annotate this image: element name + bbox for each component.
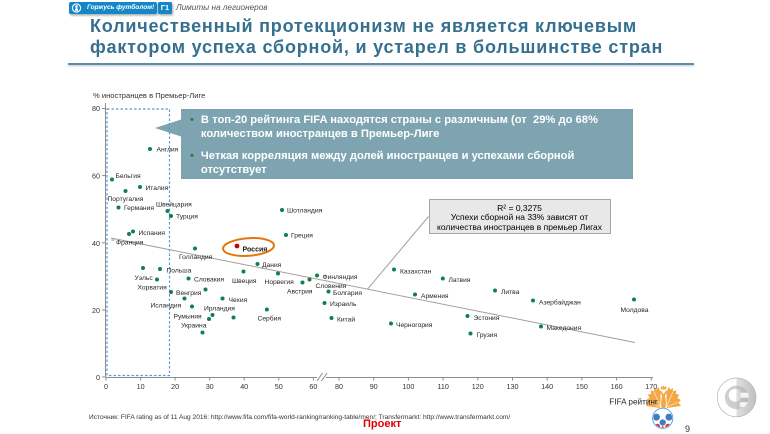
svg-text:Чехия: Чехия [229, 297, 248, 304]
svg-text:110: 110 [437, 382, 448, 391]
svg-text:Ирландия: Ирландия [204, 306, 235, 313]
svg-text:20: 20 [171, 382, 179, 391]
svg-text:Греция: Греция [291, 233, 313, 240]
svg-text:Словакия: Словакия [194, 277, 224, 284]
svg-text:Хорватия: Хорватия [138, 285, 168, 292]
svg-text:Австрия: Австрия [287, 289, 313, 296]
svg-text:Китай: Китай [337, 316, 355, 324]
svg-text:Шотландия: Шотландия [287, 208, 323, 215]
svg-text:Уэльс: Уэльс [135, 275, 154, 282]
svg-text:Россия: Россия [243, 247, 268, 254]
svg-text:Украина: Украина [181, 323, 207, 330]
svg-text:Сербия: Сербия [258, 315, 282, 323]
svg-text:Болгария: Болгария [333, 290, 362, 297]
svg-text:Эстония: Эстония [474, 315, 500, 322]
svg-text:0: 0 [104, 382, 108, 391]
svg-text:10: 10 [137, 382, 145, 391]
svg-text:Франция: Франция [116, 240, 144, 247]
svg-text:Израиль: Израиль [330, 301, 357, 308]
svg-text:150: 150 [576, 382, 588, 391]
svg-text:30: 30 [206, 382, 214, 391]
svg-text:80: 80 [335, 382, 343, 391]
svg-text:60: 60 [92, 172, 100, 181]
svg-text:60: 60 [309, 382, 317, 391]
svg-text:Грузия: Грузия [477, 332, 498, 339]
svg-text:Азербайджан: Азербайджан [539, 299, 581, 307]
svg-text:Молдова: Молдова [621, 307, 649, 314]
svg-text:Германия: Германия [124, 205, 154, 212]
svg-text:Бельгия: Бельгия [116, 173, 141, 180]
svg-text:100: 100 [402, 382, 414, 391]
svg-text:Голландия: Голландия [179, 254, 213, 261]
svg-text:90: 90 [370, 382, 378, 391]
svg-text:130: 130 [507, 382, 519, 391]
svg-text:Португалия: Португалия [108, 196, 144, 203]
svg-text:Литва: Литва [501, 289, 520, 296]
svg-text:FIFA рейтинг: FIFA рейтинг [609, 398, 658, 407]
svg-text:140: 140 [541, 382, 553, 391]
svg-text:Турция: Турция [176, 214, 198, 221]
svg-text:Казахстан: Казахстан [400, 269, 432, 276]
svg-text:Румыния: Румыния [174, 314, 203, 321]
svg-text:Англия: Англия [157, 147, 179, 154]
svg-text:Польша: Польша [167, 268, 192, 275]
svg-text:170: 170 [645, 382, 657, 391]
svg-text:50: 50 [275, 382, 283, 391]
svg-text:Финляндия: Финляндия [323, 274, 358, 281]
svg-text:Армения: Армения [421, 293, 449, 300]
svg-text:160: 160 [611, 382, 623, 391]
svg-text:Словения: Словения [316, 283, 347, 290]
svg-text:40: 40 [92, 239, 100, 248]
svg-text:Венгрия: Венгрия [176, 290, 202, 297]
svg-text:Дания: Дания [262, 262, 282, 269]
svg-text:40: 40 [240, 382, 248, 391]
svg-text:Испания: Испания [139, 230, 166, 237]
svg-text:Швеция: Швеция [232, 278, 257, 285]
svg-text:Норвегия: Норвегия [265, 279, 295, 286]
svg-text:Швейцария: Швейцария [156, 201, 192, 209]
svg-text:Черногория: Черногория [396, 322, 433, 329]
svg-text:20: 20 [92, 306, 100, 315]
svg-text:80: 80 [92, 104, 100, 113]
svg-text:0: 0 [96, 373, 100, 382]
svg-text:120: 120 [472, 382, 484, 391]
svg-text:Исландия: Исландия [151, 303, 182, 310]
svg-text:Македония: Македония [547, 325, 582, 332]
svg-text:Латвия: Латвия [449, 277, 471, 284]
svg-text:Италия: Италия [146, 185, 169, 192]
